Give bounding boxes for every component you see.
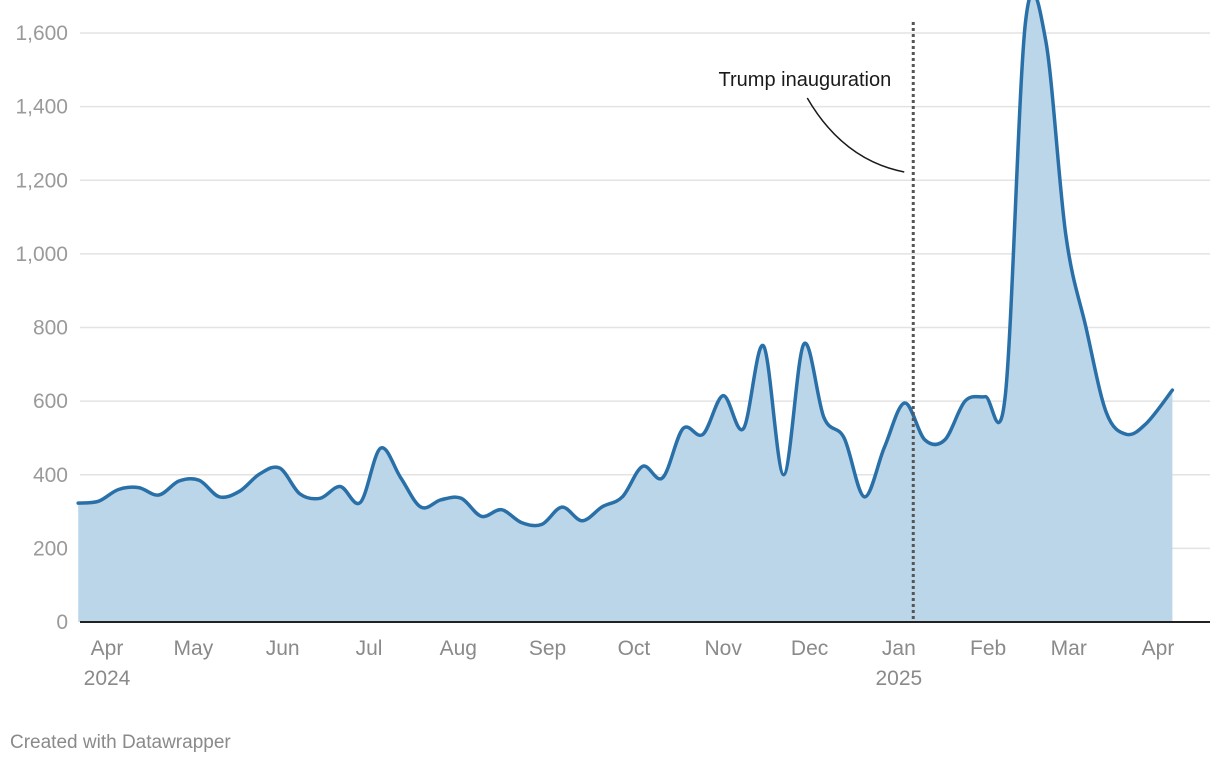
y-tick-label: 200	[33, 537, 68, 560]
x-tick-label: Aug	[440, 637, 477, 660]
x-tick-year-label: 2025	[875, 667, 922, 690]
y-tick-label: 1,600	[15, 22, 68, 45]
x-tick-label: Nov	[705, 637, 743, 660]
series-line	[76, 0, 1175, 528]
y-tick-label: 1,400	[15, 96, 68, 119]
datawrapper-credit: Created with Datawrapper	[10, 732, 231, 753]
inauguration-annotation: Trump inauguration	[719, 69, 892, 91]
y-tick-label: 1,200	[15, 169, 68, 192]
x-tick-label: Jul	[356, 637, 383, 660]
x-tick-label: Jan	[882, 637, 916, 660]
y-axis-tick-labels: 0 200 400 600 800 1,000 1,200 1,400 1,600	[15, 22, 68, 634]
y-tick-label: 0	[56, 611, 68, 634]
x-tick-label: May	[174, 637, 214, 660]
x-tick-label: Oct	[618, 637, 651, 660]
y-tick-label: 400	[33, 464, 68, 487]
y-tick-label: 800	[33, 317, 68, 340]
x-tick-label: Jun	[266, 637, 300, 660]
x-tick-label: Dec	[791, 637, 828, 660]
x-axis-tick-labels: Apr 2024 May Jun Jul Aug Sep Oct Nov Dec Jan 2025 Fe…	[84, 637, 1175, 690]
x-tick-label: Apr	[1142, 637, 1175, 660]
y-tick-label: 1,000	[15, 243, 68, 266]
x-tick-label: Apr	[91, 637, 124, 660]
x-tick-label: Mar	[1051, 637, 1087, 660]
area-fill	[78, 0, 1173, 622]
annotation-connector	[806, 97, 905, 173]
y-tick-label: 600	[33, 390, 68, 413]
x-tick-label: Feb	[970, 637, 1006, 660]
x-tick-label: Sep	[529, 637, 566, 660]
x-tick-year-label: 2024	[84, 667, 131, 690]
